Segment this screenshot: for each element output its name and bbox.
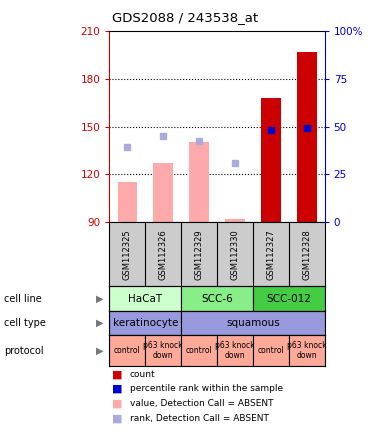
Text: GSM112327: GSM112327 xyxy=(266,229,275,280)
Text: GDS2088 / 243538_at: GDS2088 / 243538_at xyxy=(112,11,259,24)
Text: p63 knock
down: p63 knock down xyxy=(287,341,326,361)
Text: ■: ■ xyxy=(112,399,122,408)
Text: ■: ■ xyxy=(112,369,122,379)
Text: ▶: ▶ xyxy=(96,346,104,356)
Bar xyxy=(145,335,181,366)
Text: HaCaT: HaCaT xyxy=(128,293,162,304)
Text: GSM112329: GSM112329 xyxy=(195,229,204,280)
Text: ■: ■ xyxy=(112,384,122,394)
Text: GSM112326: GSM112326 xyxy=(159,229,168,280)
Text: p63 knock
down: p63 knock down xyxy=(144,341,183,361)
Bar xyxy=(109,335,145,366)
Text: cell type: cell type xyxy=(4,318,46,328)
Text: control: control xyxy=(257,346,284,355)
Bar xyxy=(181,335,217,366)
Text: cell line: cell line xyxy=(4,293,42,304)
Text: ▶: ▶ xyxy=(96,318,104,328)
Text: GSM112325: GSM112325 xyxy=(123,229,132,280)
Bar xyxy=(253,335,289,366)
Text: SCC-012: SCC-012 xyxy=(266,293,311,304)
Text: ▶: ▶ xyxy=(96,293,104,304)
Text: count: count xyxy=(130,370,155,379)
Bar xyxy=(217,335,253,366)
Bar xyxy=(289,335,325,366)
Text: squamous: squamous xyxy=(226,318,280,328)
Bar xyxy=(181,311,325,335)
Text: ■: ■ xyxy=(112,413,122,423)
Text: keratinocyte: keratinocyte xyxy=(113,318,178,328)
Text: rank, Detection Call = ABSENT: rank, Detection Call = ABSENT xyxy=(130,414,269,423)
Bar xyxy=(153,163,173,222)
Text: GSM112330: GSM112330 xyxy=(230,229,239,280)
Bar xyxy=(225,219,245,222)
Text: p63 knock
down: p63 knock down xyxy=(215,341,255,361)
Bar xyxy=(109,311,181,335)
Bar xyxy=(297,52,316,222)
Bar xyxy=(261,98,281,222)
Text: SCC-6: SCC-6 xyxy=(201,293,233,304)
Text: control: control xyxy=(114,346,141,355)
Text: GSM112328: GSM112328 xyxy=(302,229,311,280)
Bar xyxy=(253,286,325,311)
Text: protocol: protocol xyxy=(4,346,43,356)
Text: value, Detection Call = ABSENT: value, Detection Call = ABSENT xyxy=(130,399,273,408)
Bar xyxy=(189,143,209,222)
Bar xyxy=(181,286,253,311)
Text: control: control xyxy=(186,346,213,355)
Text: percentile rank within the sample: percentile rank within the sample xyxy=(130,385,283,393)
Bar xyxy=(118,182,137,222)
Bar xyxy=(109,286,181,311)
